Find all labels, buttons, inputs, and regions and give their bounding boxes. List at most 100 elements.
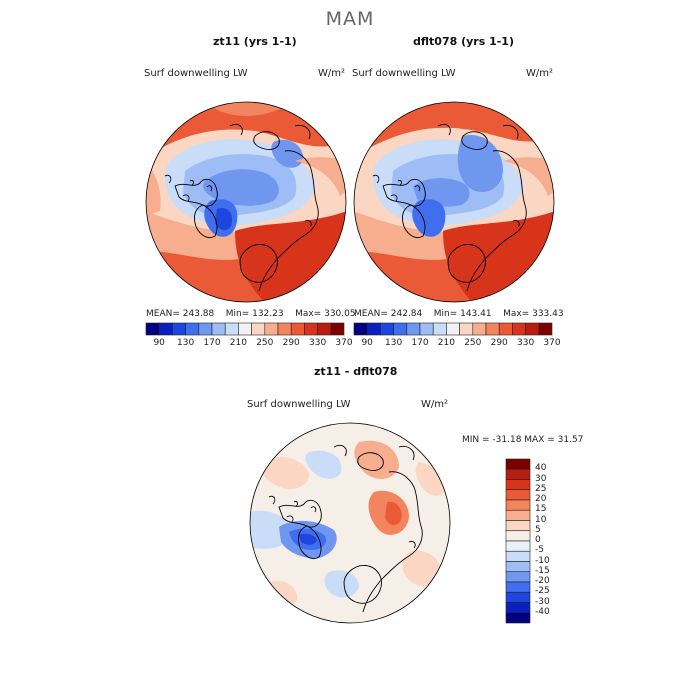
panel1-max-value: 330.05 [324, 309, 356, 319]
panel2-colorbar-cell [538, 322, 553, 336]
diff-colorbar-tick-label: -10 [535, 555, 550, 566]
diff-units: W/m² [421, 399, 449, 410]
panel1-variable-label: Surf downwelling LW [144, 68, 248, 79]
diff-polar-map [249, 422, 451, 624]
panel2-colorbar-tick-label: 290 [490, 338, 508, 348]
panel1-mean-label: MEAN= [146, 309, 180, 319]
panel1-colorbar-cell [264, 322, 279, 336]
panel2-colorbar-cell [432, 322, 447, 336]
panel2-colorbar-cell [525, 322, 540, 336]
diff-panel-title: zt11 - dflt078 [314, 365, 398, 378]
panel2-title: dflt078 (yrs 1-1) [413, 35, 514, 48]
diff-colorbar-cell [505, 468, 531, 480]
panel2-colorbar-cell [485, 322, 500, 336]
panel2-colorbar-tick-label: 250 [464, 338, 482, 348]
diff-colorbar-cell [505, 489, 531, 501]
panel1-colorbar-cell [145, 322, 160, 336]
panel1-colorbar-tick-label: 330 [309, 338, 327, 348]
diff-colorbar-tick-label: -40 [535, 606, 550, 617]
panel1-colorbar [145, 322, 345, 336]
diff-minmax-text: MIN = -31.18 MAX = 31.57 [462, 435, 584, 445]
panel2-colorbar-cell [472, 322, 487, 336]
panel1-colorbar-cell [317, 322, 332, 336]
panel2-colorbar-cell [419, 322, 434, 336]
panel2-min-label: Min= [433, 309, 458, 319]
diff-colorbar-cell [505, 499, 531, 511]
diff-colorbar-cell [505, 571, 531, 583]
panel1-colorbar-cell [211, 322, 226, 336]
panel2-max-label: Max= [503, 309, 530, 319]
panel1-colorbar-cell [304, 322, 318, 336]
panel2-colorbar-tick-label: 90 [361, 338, 373, 348]
diff-colorbar-cell [505, 561, 531, 573]
panel2-min-value: 143.41 [460, 309, 492, 319]
panel1-colorbar-tick-label: 250 [256, 338, 274, 348]
diff-colorbar-tick-label: -20 [535, 576, 550, 586]
panel1-colorbar-tick-label: 170 [203, 338, 221, 348]
diff-colorbar [505, 458, 531, 624]
panel2-colorbar-tick-label: 170 [411, 338, 429, 348]
panel1-colorbar-tick-label: 90 [153, 338, 165, 348]
diff-colorbar-tick-label: 30 [535, 473, 547, 484]
panel1-colorbar-cell [185, 322, 200, 336]
panel2-colorbar-cell [459, 322, 474, 336]
panel2-colorbar-cell [406, 322, 421, 336]
diff-colorbar-tick-label: -15 [535, 565, 550, 576]
diff-colorbar-tick-label: 25 [535, 483, 547, 494]
panel1-max-label: Max= [295, 309, 322, 319]
panel1-units: W/m² [318, 68, 346, 79]
diff-colorbar-cell [505, 509, 531, 521]
diff-colorbar-tick-label: -30 [535, 596, 550, 607]
panel2-mean-value: 242.84 [390, 309, 423, 319]
diff-colorbar-cell [505, 479, 531, 491]
diff-colorbar-tick-label: 15 [535, 504, 547, 515]
panel2-units: W/m² [526, 68, 554, 79]
panel1-min-label: Min= [225, 309, 250, 319]
panel1-mean-value: 243.88 [182, 309, 215, 319]
panel2-colorbar-cell [446, 322, 460, 336]
panel2-stats: MEAN= 242.84 Min= 143.41 Max= 333.43 [354, 309, 564, 319]
diff-colorbar-cell [505, 520, 531, 532]
diff-colorbar-cell [505, 458, 531, 470]
panel1-title: zt11 (yrs 1-1) [213, 35, 297, 48]
diff-colorbar-tick-label: 0 [535, 535, 541, 545]
panel1-colorbar-cell [251, 322, 266, 336]
diff-colorbar-cell [505, 581, 531, 593]
panel2-max-value: 333.43 [532, 309, 564, 319]
panel1-colorbar-tick-label: 210 [229, 338, 247, 348]
panel2-colorbar-cell [393, 322, 408, 336]
diff-colorbar-tick-label: 40 [535, 463, 547, 474]
panel2-colorbar-cell [498, 322, 513, 336]
panel1-colorbar-cell [198, 322, 213, 336]
panel2-mean-label: MEAN= [354, 309, 388, 319]
diff-colorbar-cell [505, 591, 531, 603]
panel2-colorbar [353, 322, 553, 336]
panel1-polar-map [145, 101, 347, 303]
panel1-colorbar-tick-label: 130 [177, 338, 195, 348]
diff-colorbar-tick-label: -25 [535, 586, 550, 597]
diff-colorbar-tick-label: -5 [535, 545, 544, 556]
panel1-colorbar-cell [290, 322, 305, 336]
panel2-colorbar-tick-label: 130 [385, 338, 403, 348]
panel2-colorbar-tick-label: 370 [543, 338, 561, 348]
panel2-colorbar-cell [380, 322, 394, 336]
panel2-polar-map [353, 101, 555, 303]
panel2-colorbar-cell [512, 322, 526, 336]
panel1-colorbar-tick-label: 370 [335, 338, 353, 348]
figure-title: MAM [325, 8, 375, 30]
panel1-stats: MEAN= 243.88 Min= 132.23 Max= 330.05 [146, 309, 356, 319]
diff-colorbar-tick-label: 20 [535, 494, 547, 504]
panel2-colorbar-tick-label: 210 [437, 338, 455, 348]
diff-variable-label: Surf downwelling LW [247, 399, 351, 410]
diff-colorbar-tick-label: 5 [535, 524, 541, 535]
panel2-colorbar-tick-label: 330 [517, 338, 535, 348]
diff-colorbar-cell [505, 550, 531, 562]
panel1-min-value: 132.23 [252, 309, 284, 319]
panel2-variable-label: Surf downwelling LW [352, 68, 456, 79]
diff-colorbar-cell [505, 612, 531, 624]
diff-colorbar-tick-label: 10 [535, 514, 547, 525]
panel1-colorbar-cell [238, 322, 252, 336]
panel2-colorbar-cell [366, 322, 381, 336]
diff-colorbar-cell [505, 530, 531, 542]
diff-colorbar-cell [505, 602, 531, 614]
